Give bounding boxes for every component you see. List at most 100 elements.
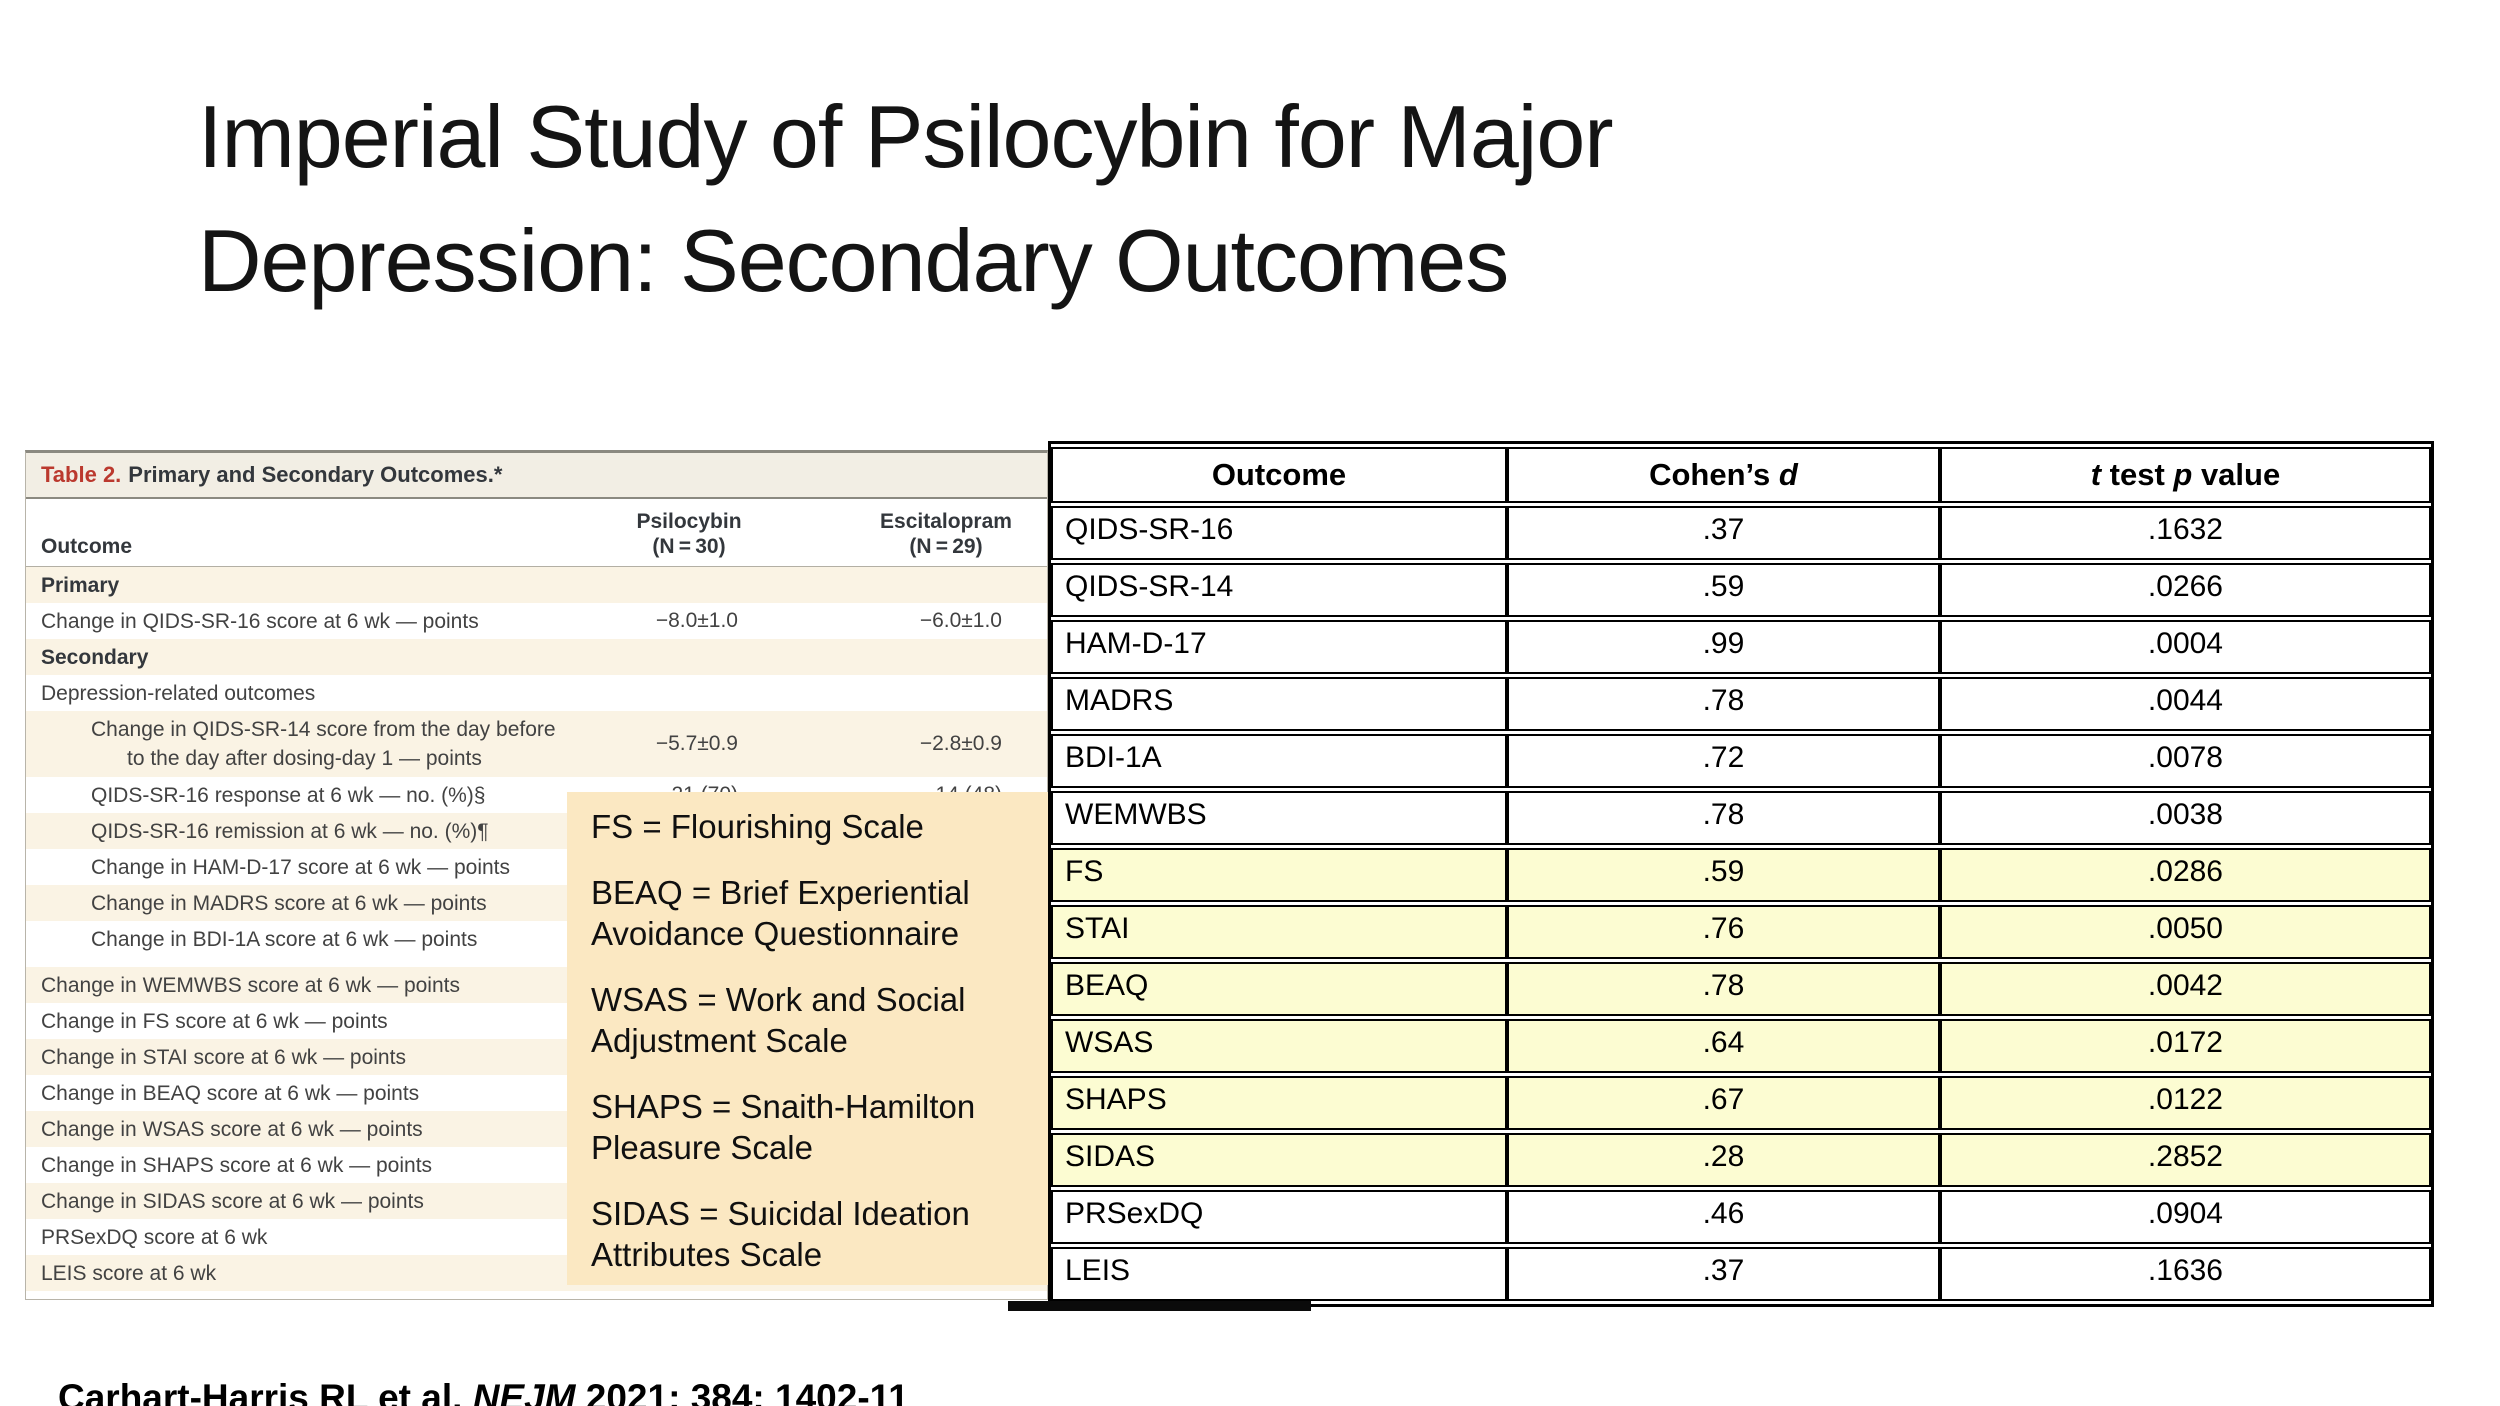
p-value-cell: .0286 (1939, 848, 2431, 902)
p-value-cell: .0004 (1939, 620, 2431, 674)
legend-entry: WSAS = Work and Social Adjustment Scale (591, 981, 966, 1059)
row-label: Secondary (41, 645, 149, 669)
outcome-cell: STAI (1051, 905, 1507, 959)
citation-reference: 2021; 384: 1402-11 (575, 1377, 909, 1406)
outcome-row-highlighted: SHAPS .67.0122 (1051, 1076, 2431, 1130)
outcome-row: MADRS .78.0044 (1051, 677, 2431, 731)
row-label: Change in HAM-D-17 score at 6 wk — point… (91, 855, 511, 879)
cohens-d-cell: .78 (1506, 791, 1940, 845)
nejm-row: PRSexDQ score at 6 wk (26, 1219, 1047, 1255)
p-value-cell: .1632 (1939, 506, 2431, 560)
nejm-row: Change in FS score at 6 wk — points (26, 1003, 1047, 1039)
secondary-outcomes-table: Outcome Cohen’s d t test p value QIDS-SR… (1048, 441, 2434, 1307)
cohens-d-cell: .37 (1506, 1247, 1940, 1301)
outcome-row-highlighted: STAI .76.0050 (1051, 905, 2431, 959)
legend-entry: SIDAS = Suicidal Ideation Attributes Sca… (591, 1195, 970, 1273)
column-header-psilocybin: Psilocybin (N = 30) (636, 510, 742, 558)
value-escitalopram: −6.0±1.0 (919, 609, 1002, 632)
legend-entry: BEAQ = Brief Experiential Avoidance Ques… (591, 874, 970, 952)
legend-entry: FS = Flourishing Scale (591, 808, 924, 845)
nejm-column-headers: Outcome Psilocybin (N = 30) Escitalopram… (26, 499, 1047, 567)
journal-name: NEJM (472, 1377, 576, 1406)
decorative-black-bar (1008, 1301, 1311, 1311)
value-escitalopram: −2.8±0.9 (919, 732, 1002, 755)
outcome-row: WEMWBS .78.0038 (1051, 791, 2431, 845)
outcome-row: QIDS-SR-16.37.1632 (1051, 506, 2431, 560)
outcome-cell: BDI-1A (1051, 734, 1507, 788)
outcome-cell: MADRS (1051, 677, 1507, 731)
column-header-outcome: Outcome (41, 535, 133, 558)
nejm-row: Primary (26, 567, 1047, 603)
p-value-cell: .0042 (1939, 962, 2431, 1016)
cohens-d-cell: .59 (1506, 848, 1940, 902)
row-label: QIDS-SR-16 response at 6 wk — no. (%)§ (91, 783, 486, 807)
outcome-cell: WSAS (1051, 1019, 1507, 1073)
cohens-d-cell: .76 (1506, 905, 1940, 959)
title-line-2: Depression: Secondary Outcomes (198, 211, 1509, 310)
title-line-1: Imperial Study of Psilocybin for Major (198, 87, 1614, 186)
nejm-table-caption: Table 2. Primary and Secondary Outcomes.… (26, 453, 1047, 499)
nejm-row: Change in HAM-D-17 score at 6 wk — point… (26, 849, 1047, 885)
row-label: Change in BEAQ score at 6 wk — points (41, 1081, 420, 1105)
p-value-cell: .0044 (1939, 677, 2431, 731)
legend-entry: SHAPS = Snaith-Hamilton Pleasure Scale (591, 1088, 976, 1166)
p-value-cell: .2852 (1939, 1133, 2431, 1187)
outcome-row: QIDS-SR-14.59.0266 (1051, 563, 2431, 617)
outcome-row-highlighted: FS .59.0286 (1051, 848, 2431, 902)
row-label: Change in QIDS-SR-16 score at 6 wk — poi… (41, 609, 479, 633)
nejm-row: Change in QIDS-SR-14 score from the day … (26, 711, 1047, 777)
outcome-row-highlighted: BEAQ .78.0042 (1051, 962, 2431, 1016)
cohens-d-cell: .37 (1506, 506, 1940, 560)
outcome-cell: LEIS (1051, 1247, 1507, 1301)
outcome-cell: SHAPS (1051, 1076, 1507, 1130)
row-label: Change in SHAPS score at 6 wk — points (41, 1153, 433, 1177)
cohens-d-cell: .28 (1506, 1133, 1940, 1187)
nejm-row: Change in SHAPS score at 6 wk — points (26, 1147, 1047, 1183)
nejm-row: Secondary (26, 639, 1047, 675)
outcome-row-highlighted: WSAS .64.0172 (1051, 1019, 2431, 1073)
p-value-cell: .1636 (1939, 1247, 2431, 1301)
citation: Carhart-Harris RL et al. NEJM 2021; 384:… (58, 1377, 909, 1406)
citation-authors: Carhart-Harris RL et al. (58, 1377, 473, 1406)
cohens-d-cell: .46 (1506, 1190, 1940, 1244)
row-label: Depression-related outcomes (41, 681, 316, 705)
outcome-row-highlighted: SIDAS .28.2852 (1051, 1133, 2431, 1187)
row-label: Change in WSAS score at 6 wk — points (41, 1117, 423, 1141)
p-value-cell: .0038 (1939, 791, 2431, 845)
header-p-value: t test p value (1939, 447, 2431, 503)
row-label: QIDS-SR-16 remission at 6 wk — no. (%)¶ (91, 819, 489, 843)
value-psilocybin: −5.7±0.9 (655, 732, 738, 755)
p-value-cell: .0904 (1939, 1190, 2431, 1244)
outcome-cell: QIDS-SR-14 (1051, 563, 1507, 617)
cohens-d-cell: .78 (1506, 677, 1940, 731)
p-value-cell: .0172 (1939, 1019, 2431, 1073)
cohens-d-cell: .64 (1506, 1019, 1940, 1073)
p-value-cell: .0266 (1939, 563, 2431, 617)
nejm-row: Change in QIDS-SR-16 score at 6 wk — poi… (26, 603, 1047, 639)
row-label: Change in QIDS-SR-14 score from the day … (91, 718, 556, 770)
row-label: Change in FS score at 6 wk — points (41, 1009, 388, 1033)
header-outcome: Outcome (1051, 447, 1507, 503)
row-label: Change in BDI-1A score at 6 wk — points (91, 927, 478, 951)
column-header-escitalopram: Escitalopram (N = 29) (880, 510, 1012, 558)
value-psilocybin: −8.0±1.0 (655, 609, 738, 632)
p-value-cell: .0078 (1939, 734, 2431, 788)
outcome-row: BDI-1A .72.0078 (1051, 734, 2431, 788)
table-2-label: Table 2. (41, 462, 122, 487)
caption-text: Primary and Secondary Outcomes.* (128, 462, 503, 487)
outcome-cell: HAM-D-17 (1051, 620, 1507, 674)
abbreviation-legend: FS = Flourishing Scale BEAQ = Brief Expe… (567, 792, 1048, 1285)
cohens-d-cell: .78 (1506, 962, 1940, 1016)
outcome-row: LEIS .37.1636 (1051, 1247, 2431, 1301)
row-label: Primary (41, 573, 120, 597)
nejm-row: Change in BDI-1A score at 6 wk — points (26, 921, 1047, 957)
cohens-d-cell: .67 (1506, 1076, 1940, 1130)
header-row: Outcome Cohen’s d t test p value (1051, 447, 2431, 503)
outcome-cell: FS (1051, 848, 1507, 902)
row-label: Change in SIDAS score at 6 wk — points (41, 1189, 424, 1213)
row-label: Change in MADRS score at 6 wk — points (91, 891, 487, 915)
outcome-cell: WEMWBS (1051, 791, 1507, 845)
row-label: Change in WEMWBS score at 6 wk — points (41, 973, 460, 997)
nejm-row: Depression-related outcomes (26, 675, 1047, 711)
